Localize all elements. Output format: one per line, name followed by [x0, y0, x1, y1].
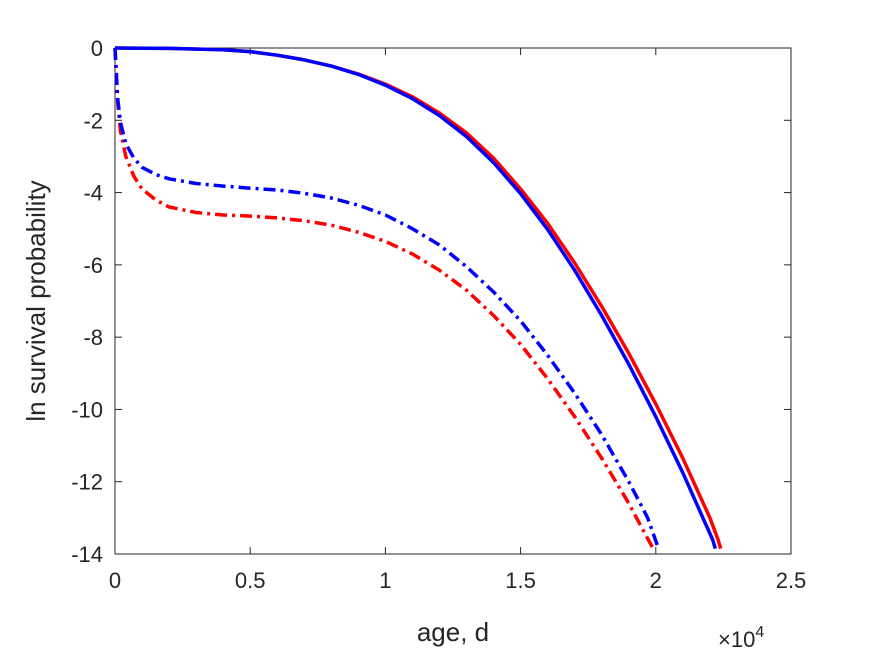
x-tick-label: 2 [650, 568, 662, 593]
x-tick-label: 1 [379, 568, 391, 593]
y-tick-label: 0 [91, 36, 103, 61]
y-tick-label: -2 [83, 108, 103, 133]
x-exponent-power: 4 [755, 624, 764, 641]
y-tick-label: -10 [71, 397, 103, 422]
y-tick-label: -4 [83, 181, 103, 206]
y-axis-label: ln survival probability [21, 180, 51, 421]
y-tick-label: -6 [83, 253, 103, 278]
x-axis-label: age, d [417, 617, 489, 647]
plot-area [114, 47, 792, 555]
series-line-3 [113, 47, 655, 550]
tick-labels: 0 0.5 1 1.5 2 2.5 0 -2 -4 -6 -8 -10 -12 -14 [71, 36, 806, 593]
x-tick-label: 0.5 [235, 568, 266, 593]
series-line-2 [114, 46, 717, 550]
axis-ticks [114, 47, 792, 555]
x-tick-label: 0 [109, 568, 121, 593]
x-exponent-base: ×10 [718, 627, 755, 652]
x-tick-label: 2.5 [776, 568, 807, 593]
series-layer [113, 46, 723, 550]
x-exponent-label: ×104 [718, 624, 764, 652]
y-tick-label: -8 [83, 325, 103, 350]
y-tick-label: -14 [71, 542, 103, 567]
y-tick-label: -12 [71, 470, 103, 495]
x-tick-label: 1.5 [505, 568, 536, 593]
series-line-4 [113, 47, 661, 550]
